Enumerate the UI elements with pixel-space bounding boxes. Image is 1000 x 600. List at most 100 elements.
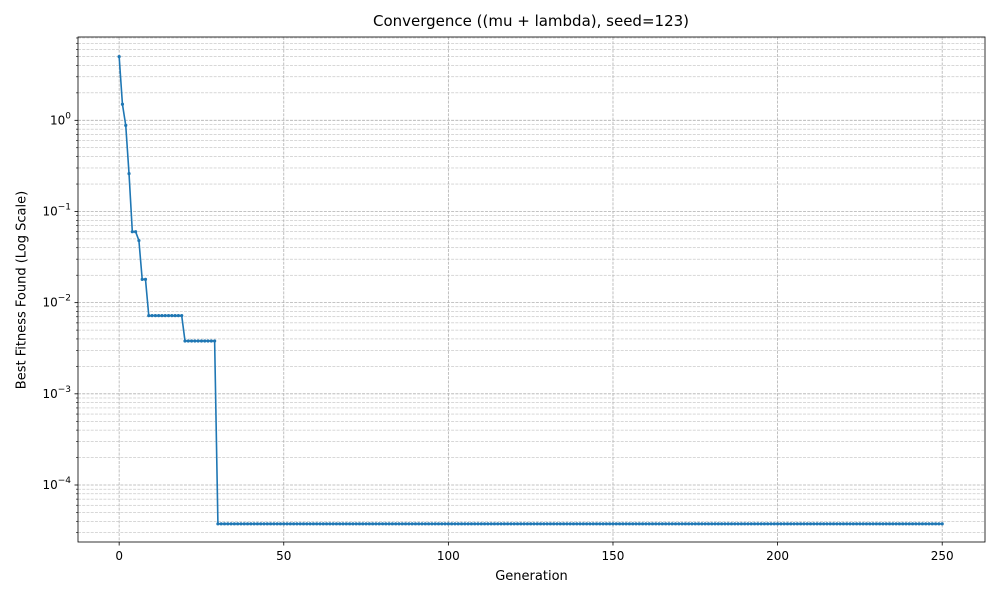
y-axis-label: Best Fitness Found (Log Scale)	[14, 190, 30, 390]
data-point	[680, 522, 684, 526]
data-point	[585, 522, 589, 526]
data-point	[529, 522, 533, 526]
data-point	[186, 339, 190, 343]
data-point	[496, 522, 500, 526]
data-point	[403, 522, 408, 526]
data-point	[578, 522, 582, 526]
data-point	[558, 522, 562, 526]
data-point	[937, 522, 941, 526]
data-point	[812, 522, 816, 526]
data-point	[443, 522, 447, 526]
data-point	[410, 522, 414, 526]
data-point	[268, 522, 273, 526]
data-point	[479, 522, 483, 526]
data-point	[482, 522, 487, 526]
data-point	[245, 522, 250, 526]
data-point	[861, 522, 865, 526]
data-point	[216, 522, 220, 526]
data-point	[344, 522, 348, 526]
data-point	[733, 522, 737, 526]
data-point	[650, 522, 655, 526]
data-point	[226, 522, 230, 526]
data-point	[407, 522, 411, 526]
data-point	[170, 314, 174, 318]
data-point	[206, 339, 210, 343]
data-point	[720, 522, 724, 526]
y-tick-label: 10−1	[42, 202, 71, 218]
data-point	[710, 522, 714, 526]
data-point	[232, 522, 236, 526]
data-point	[509, 522, 513, 526]
data-point	[367, 522, 371, 526]
data-point	[637, 522, 641, 526]
data-point	[927, 522, 931, 526]
data-point	[706, 522, 711, 526]
data-point	[841, 522, 846, 526]
y-tick-label: 100	[50, 111, 71, 127]
data-point	[789, 522, 793, 526]
data-point	[278, 522, 283, 526]
data-point	[802, 522, 806, 526]
y-tick-exponent: −4	[58, 476, 72, 486]
data-point	[736, 522, 740, 526]
data-point	[137, 238, 141, 243]
data-point	[209, 339, 213, 343]
data-point	[910, 522, 915, 526]
data-point	[729, 522, 734, 526]
data-point	[604, 522, 609, 526]
data-point	[272, 522, 276, 526]
data-point	[229, 522, 233, 526]
data-point	[288, 522, 292, 526]
data-point	[660, 522, 664, 526]
data-point	[374, 522, 378, 526]
data-point	[166, 314, 171, 318]
data-point	[845, 522, 849, 526]
data-point	[555, 522, 559, 526]
data-point	[858, 522, 862, 526]
data-point	[799, 522, 803, 526]
data-point	[512, 522, 516, 526]
data-point	[766, 522, 770, 526]
y-tick-mantissa: 10	[42, 478, 57, 492]
data-point	[887, 522, 892, 526]
data-point	[864, 522, 869, 526]
data-point	[762, 522, 767, 526]
data-point	[881, 522, 885, 526]
data-point	[387, 522, 391, 526]
data-point	[726, 522, 730, 526]
data-point	[914, 522, 918, 526]
data-point	[292, 522, 296, 526]
data-point	[298, 522, 302, 526]
data-point	[117, 54, 121, 59]
data-point	[871, 522, 875, 526]
data-point	[673, 522, 678, 526]
data-point	[420, 522, 424, 526]
data-point	[716, 522, 720, 526]
data-point	[542, 522, 546, 526]
data-point	[548, 522, 553, 526]
data-point	[848, 522, 852, 526]
data-point	[924, 522, 928, 526]
data-point	[594, 522, 599, 526]
data-point	[687, 522, 691, 526]
data-point	[196, 339, 200, 343]
data-point	[446, 522, 450, 526]
data-point	[894, 522, 898, 526]
data-point	[351, 522, 355, 526]
data-point	[506, 522, 510, 526]
data-point	[252, 522, 256, 526]
data-point	[397, 522, 401, 526]
data-point	[601, 522, 605, 526]
data-point	[390, 522, 394, 526]
data-point	[920, 522, 925, 526]
data-point	[828, 522, 832, 526]
data-point	[772, 522, 776, 526]
data-point	[808, 522, 813, 526]
data-point	[417, 522, 421, 526]
data-point	[907, 522, 911, 526]
series-line	[118, 56, 943, 525]
data-point	[469, 522, 474, 526]
grid-layer	[78, 37, 985, 542]
